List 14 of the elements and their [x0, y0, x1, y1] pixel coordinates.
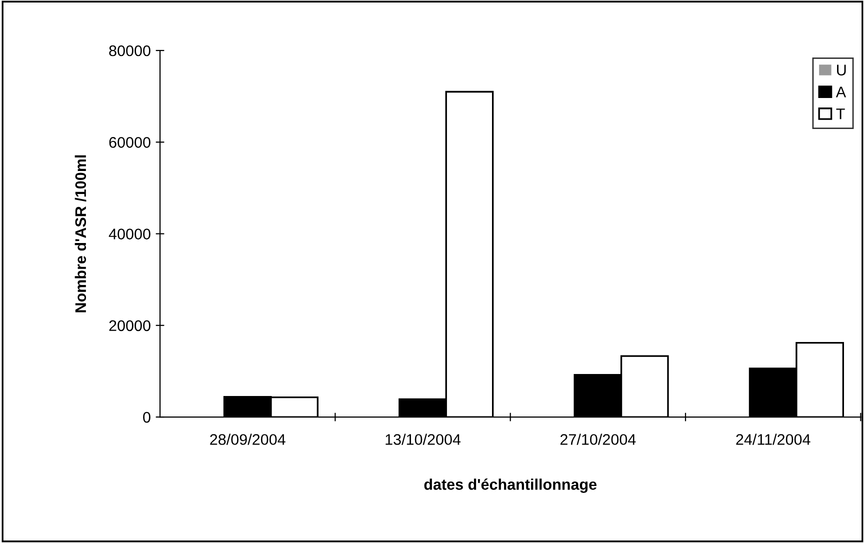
- y-tick-label: 60000: [109, 137, 150, 148]
- x-tick-label: 27/10/2004: [560, 434, 636, 445]
- y-tick-label: 40000: [108, 228, 150, 240]
- legend-label: U: [837, 64, 846, 76]
- y-axis-title: Nombre d'ASR /100ml: [74, 155, 86, 312]
- y-tick-label: 80000: [109, 45, 150, 56]
- x-tick-label: 13/10/2004: [386, 434, 461, 445]
- x-tick-label: 24/11/2004: [736, 434, 810, 445]
- legend-label: A: [836, 86, 846, 98]
- y-tick-label: 0: [143, 412, 150, 423]
- x-axis-title: dates d'échantillonnage: [424, 478, 597, 493]
- y-tick-label: 20000: [109, 320, 150, 332]
- legend-label: T: [836, 108, 845, 120]
- x-tick-label: 28/09/2004: [210, 434, 286, 445]
